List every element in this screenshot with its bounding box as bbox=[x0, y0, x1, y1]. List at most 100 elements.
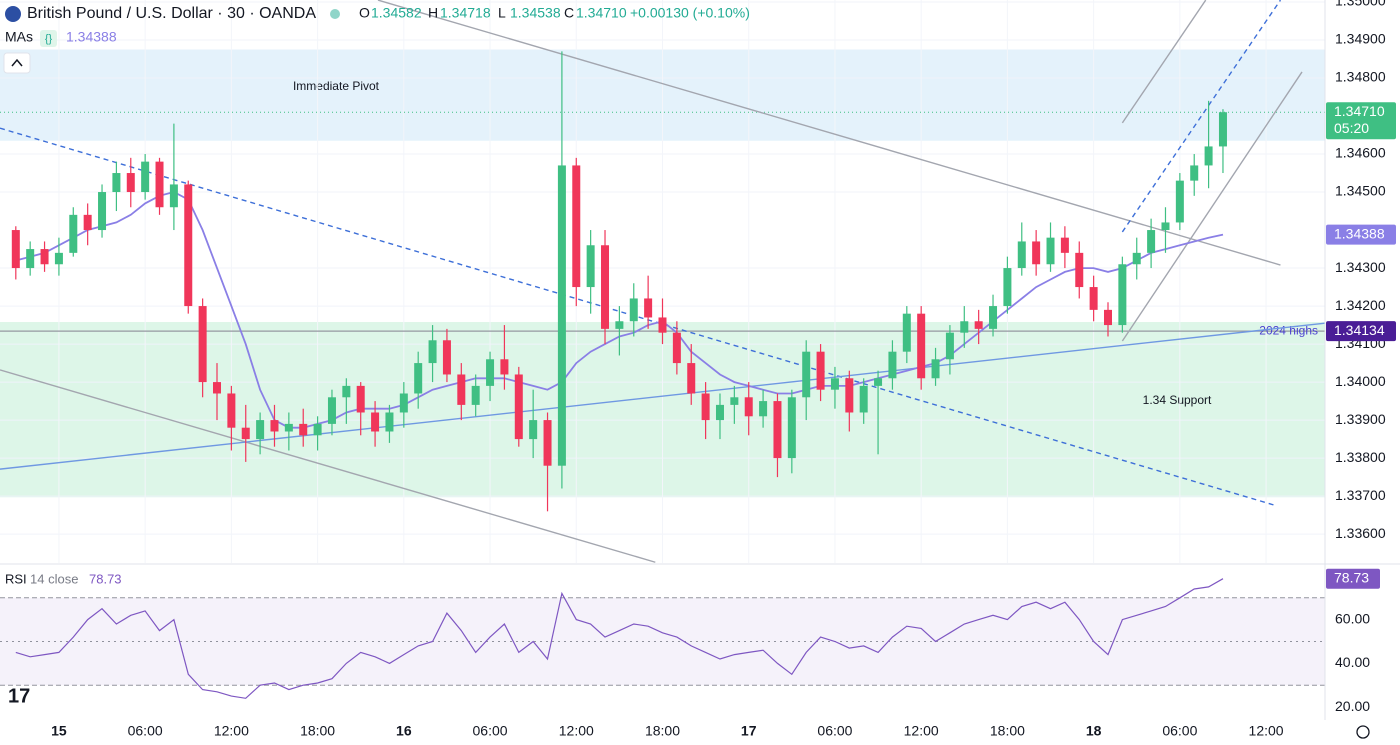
rsi-tick-label: 20.00 bbox=[1335, 698, 1370, 714]
candle-body bbox=[1075, 252, 1084, 288]
candle-body bbox=[399, 393, 408, 413]
rsi-pane bbox=[0, 578, 1325, 699]
candle-body bbox=[270, 420, 279, 432]
x-tick-label: 12:00 bbox=[1249, 723, 1284, 739]
candle-body bbox=[256, 420, 265, 440]
candle-body bbox=[313, 423, 322, 436]
ohlc-key: C bbox=[564, 5, 574, 21]
ma-legend-name: MAs bbox=[5, 29, 33, 45]
y-tick-label: 1.34300 bbox=[1335, 259, 1386, 275]
hline-price-box bbox=[1326, 321, 1396, 342]
candle-body bbox=[1161, 222, 1170, 231]
zone-label: Immediate Pivot bbox=[293, 79, 380, 93]
candle-body bbox=[1175, 180, 1184, 223]
candle-body bbox=[759, 401, 768, 417]
x-tick-label: 12:00 bbox=[559, 723, 594, 739]
trendline bbox=[0, 322, 1325, 470]
candle-body bbox=[1218, 112, 1227, 147]
candle-body bbox=[917, 313, 926, 379]
x-tick-label: 06:00 bbox=[128, 723, 163, 739]
candle-body bbox=[615, 321, 624, 329]
ohlc-key: O bbox=[359, 5, 370, 21]
x-tick-label: 15 bbox=[51, 723, 67, 739]
ma-icon bbox=[40, 30, 57, 47]
candle-body bbox=[701, 393, 710, 421]
x-tick-label: 18:00 bbox=[300, 723, 335, 739]
candle-body bbox=[514, 374, 523, 440]
hline-label: 2024 highs bbox=[1259, 323, 1318, 337]
candle-body bbox=[1190, 165, 1199, 181]
candle-body bbox=[529, 420, 538, 440]
candle-body bbox=[586, 245, 595, 288]
candle-body bbox=[169, 184, 178, 208]
candle-body bbox=[730, 397, 739, 405]
ma-price-label: 1.34388 bbox=[1334, 225, 1385, 241]
rsi-tick-label: 60.00 bbox=[1335, 610, 1370, 626]
x-tick-label: 06:00 bbox=[817, 723, 852, 739]
ohlc-change: +0.00130 (+0.10%) bbox=[630, 5, 750, 21]
ma-icon-glyph: {} bbox=[45, 33, 53, 45]
rsi-box bbox=[1326, 568, 1380, 589]
ohlc-value: 1.34582 bbox=[371, 5, 422, 21]
candle-body bbox=[327, 397, 336, 424]
candle-body bbox=[457, 374, 466, 405]
x-tick-label: 18:00 bbox=[645, 723, 680, 739]
candle-body bbox=[572, 165, 581, 288]
rsi-name: RSI bbox=[5, 571, 27, 586]
candle-body bbox=[945, 332, 954, 360]
candle-body bbox=[486, 359, 495, 386]
candle-body bbox=[299, 423, 308, 436]
last-price-label: 1.34710 bbox=[1334, 103, 1385, 119]
candle-body bbox=[141, 161, 150, 193]
ohlc-key: H bbox=[428, 5, 438, 21]
flag-icon bbox=[5, 6, 21, 22]
y-tick-label: 1.33600 bbox=[1335, 525, 1386, 541]
candle-body bbox=[902, 313, 911, 352]
collapse-button[interactable] bbox=[3, 52, 31, 74]
candle-body bbox=[960, 321, 969, 333]
candle-body bbox=[11, 230, 20, 269]
zone-label: 1.34 Support bbox=[1143, 393, 1212, 407]
last-price-box bbox=[1326, 102, 1396, 140]
logo: 17 bbox=[8, 685, 30, 707]
settings-icon[interactable] bbox=[1356, 725, 1370, 739]
x-tick-label: 17 bbox=[741, 723, 757, 739]
candle-body bbox=[974, 321, 983, 329]
candle-body bbox=[1046, 237, 1055, 265]
status-dot bbox=[330, 9, 340, 19]
candle-body bbox=[1118, 264, 1127, 326]
y-tick-label: 1.34900 bbox=[1335, 31, 1386, 47]
rsi-value: 78.73 bbox=[89, 571, 122, 586]
x-tick-label: 06:00 bbox=[473, 723, 508, 739]
y-tick-label: 1.34500 bbox=[1335, 183, 1386, 199]
x-tick-label: 18 bbox=[1086, 723, 1102, 739]
candle-body bbox=[1089, 287, 1098, 310]
y-tick-label: 1.34600 bbox=[1335, 145, 1386, 161]
candle-body bbox=[787, 397, 796, 459]
candle-body bbox=[1032, 241, 1041, 265]
y-tick-label: 1.33700 bbox=[1335, 487, 1386, 503]
candle-body bbox=[126, 173, 135, 193]
ohlc-value: 1.34710 bbox=[576, 5, 627, 21]
trendline bbox=[1121, 71, 1303, 342]
y-tick-label: 1.34200 bbox=[1335, 297, 1386, 313]
candle-body bbox=[442, 340, 451, 375]
candle-body bbox=[557, 165, 566, 466]
candle-body bbox=[715, 404, 724, 421]
candle-body bbox=[845, 378, 854, 413]
x-tick-label: 16 bbox=[396, 723, 412, 739]
candle-body bbox=[342, 385, 351, 398]
price-pane: Immediate Pivot 1.34 Support 2024 highs bbox=[0, 0, 1325, 563]
candle-body bbox=[54, 252, 63, 265]
candle-body bbox=[155, 161, 164, 208]
overlay: 1.35000 1.34900 1.34800 1.34600 1.34500 1.343… bbox=[5, 0, 1396, 739]
candle-body bbox=[40, 249, 49, 265]
candle-body bbox=[874, 378, 883, 386]
chart-title: British Pound / U.S. Dollar · 30 · OANDA bbox=[27, 5, 316, 22]
candle-body bbox=[672, 332, 681, 364]
candle-body bbox=[859, 385, 868, 413]
y-tick-label: 1.34800 bbox=[1335, 69, 1386, 85]
candle-body bbox=[213, 382, 222, 394]
y-tick-label: 1.33900 bbox=[1335, 411, 1386, 427]
